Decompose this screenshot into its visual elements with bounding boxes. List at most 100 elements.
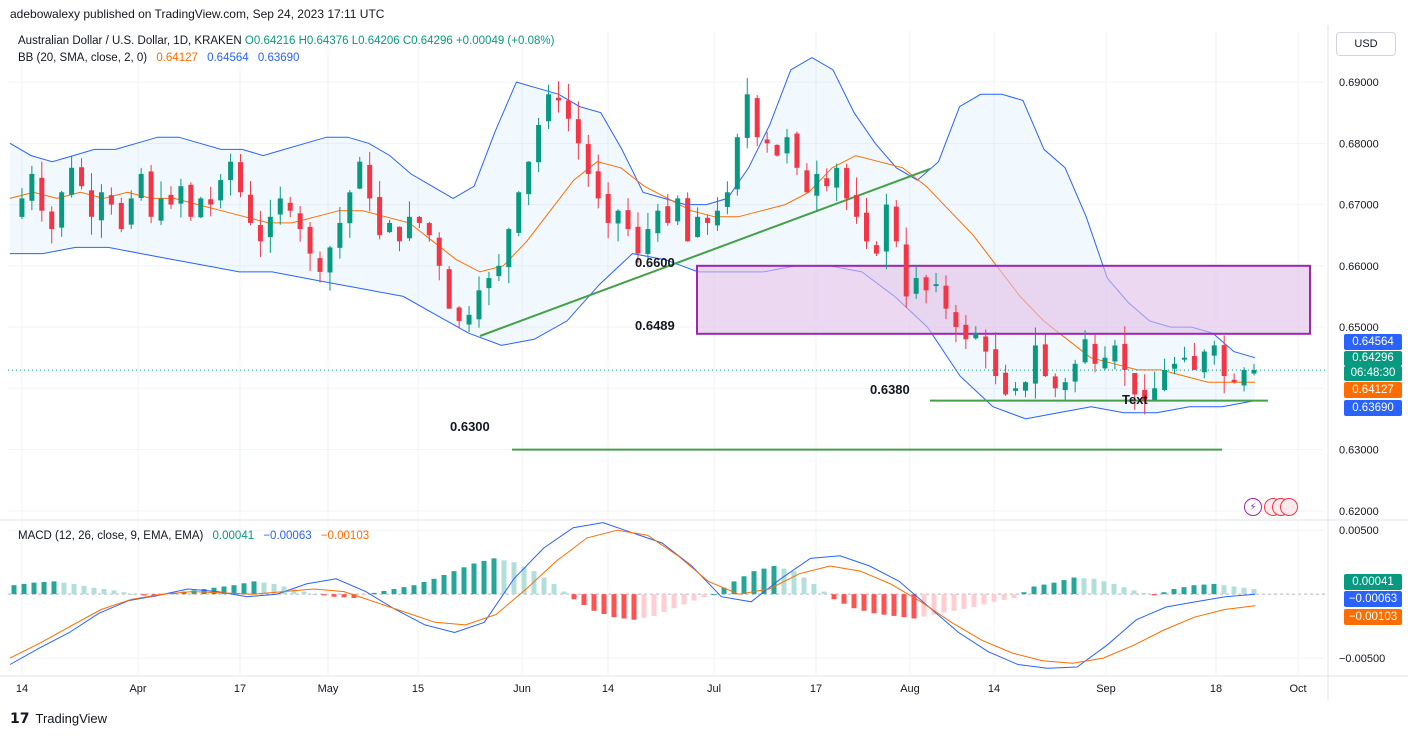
candle-body bbox=[645, 229, 651, 255]
tradingview-footer[interactable]: 𝟭𝟳 TradingView bbox=[10, 710, 107, 727]
candle-body bbox=[1211, 345, 1217, 356]
candle-body bbox=[416, 216, 422, 223]
supply-zone-rectangle bbox=[696, 264, 1311, 335]
level-label-6489: 0.6489 bbox=[635, 318, 675, 333]
candle-body bbox=[307, 226, 313, 254]
candle-body bbox=[546, 94, 552, 122]
macd-histogram-bar bbox=[741, 576, 747, 595]
candle-body bbox=[208, 199, 214, 205]
candle-body bbox=[754, 98, 760, 138]
macd-histogram-bar bbox=[1161, 592, 1167, 595]
time-axis-label: 17 bbox=[810, 683, 822, 695]
macd-histogram-bar bbox=[711, 594, 717, 596]
bb-upper-tag: 0.64564 bbox=[1344, 334, 1402, 350]
symbol-legend[interactable]: Australian Dollar / U.S. Dollar, 1D, KRA… bbox=[18, 35, 554, 47]
ohlc-open: O0.64216 bbox=[244, 35, 296, 47]
macd-histogram-bar bbox=[861, 594, 867, 611]
candle-body bbox=[625, 210, 631, 230]
candle-body bbox=[476, 290, 482, 320]
candle-body bbox=[923, 277, 929, 291]
macd-histogram-bar bbox=[911, 594, 917, 619]
ohlc-change: +0.00049 (+0.08%) bbox=[455, 35, 555, 47]
candle-body bbox=[1082, 339, 1088, 363]
macd-histogram-bar bbox=[11, 585, 17, 595]
macd-histogram-bar bbox=[521, 566, 527, 595]
lightning-icon[interactable]: ⚡ bbox=[1244, 498, 1262, 516]
macd-histogram-bar bbox=[451, 571, 457, 595]
time-axis-label: Oct bbox=[1289, 683, 1306, 695]
candle-body bbox=[387, 222, 393, 233]
time-axis-label: 18 bbox=[1210, 683, 1222, 695]
candle-body bbox=[486, 278, 492, 289]
candle-body bbox=[714, 210, 720, 226]
candle-body bbox=[377, 196, 383, 236]
macd-histogram-bar bbox=[261, 582, 267, 595]
macd-histogram-bar bbox=[431, 578, 437, 595]
macd-histogram-bar bbox=[311, 594, 317, 596]
macd-histogram-bar bbox=[941, 594, 947, 613]
macd-legend[interactable]: MACD (12, 26, close, 9, EMA, EMA) 0.0004… bbox=[18, 530, 375, 542]
candle-body bbox=[397, 226, 403, 242]
macd-histogram-bar bbox=[891, 594, 897, 616]
candle-body bbox=[675, 198, 681, 222]
us-flag-event-icon-3[interactable] bbox=[1280, 498, 1298, 516]
time-axis-label: Jun bbox=[513, 683, 531, 695]
macd-histogram-bar bbox=[881, 594, 887, 615]
macd-histogram-bar bbox=[751, 571, 757, 595]
candle-body bbox=[1191, 356, 1197, 370]
signal-line bbox=[9, 529, 1256, 664]
macd-histogram-bar bbox=[191, 590, 197, 595]
candle-body bbox=[794, 133, 800, 168]
macd-histogram-bar bbox=[951, 594, 957, 611]
macd-histogram-bar bbox=[1021, 592, 1027, 595]
candle-body bbox=[1142, 389, 1148, 401]
macd-histogram-bar bbox=[571, 594, 577, 600]
macd-histogram-bar bbox=[981, 594, 987, 605]
currency-button[interactable]: USD bbox=[1336, 32, 1396, 56]
macd-histogram-bar bbox=[1241, 587, 1247, 595]
candle-body bbox=[913, 278, 919, 294]
candle-body bbox=[883, 204, 889, 252]
candle-body bbox=[744, 94, 750, 138]
macd-histogram-bar bbox=[731, 581, 737, 595]
price-axis-label: 0.62000 bbox=[1339, 506, 1379, 518]
candle-body bbox=[555, 97, 561, 101]
macd-histogram-bar bbox=[411, 585, 417, 595]
candle-body bbox=[257, 225, 263, 242]
candle-body bbox=[1221, 345, 1227, 377]
candle-body bbox=[1241, 369, 1247, 386]
macd-line-value: −0.00063 bbox=[263, 530, 312, 542]
candle-body bbox=[734, 137, 740, 190]
candle-body bbox=[595, 171, 601, 199]
candle-body bbox=[277, 198, 283, 215]
tradingview-logo-icon: 𝟭𝟳 bbox=[10, 710, 30, 726]
price-axis-label: 0.67000 bbox=[1339, 200, 1379, 212]
candle-body bbox=[893, 206, 899, 242]
macd-histogram-bar bbox=[961, 594, 967, 609]
macd-histogram-bar bbox=[1101, 581, 1107, 595]
candle-body bbox=[536, 124, 542, 163]
candle-body bbox=[1013, 388, 1019, 391]
candle-body bbox=[506, 229, 512, 268]
candle-body bbox=[39, 177, 45, 211]
macd-histogram-bar bbox=[851, 594, 857, 609]
candle-body bbox=[993, 349, 999, 377]
candle-body bbox=[516, 192, 522, 233]
macd-histogram-bar bbox=[1081, 578, 1087, 595]
macd-histogram-bar bbox=[291, 589, 297, 595]
time-axis-label: Jul bbox=[707, 683, 721, 695]
level-label-6380: 0.6380 bbox=[870, 382, 910, 397]
bb-legend[interactable]: BB (20, SMA, close, 2, 0) 0.64127 0.6456… bbox=[18, 52, 305, 64]
candle-body bbox=[665, 206, 671, 223]
candle-body bbox=[953, 312, 959, 328]
candle-body bbox=[198, 198, 204, 218]
price-axis-label: 0.69000 bbox=[1339, 77, 1379, 89]
macd-histogram-bar bbox=[71, 583, 77, 595]
macd-histogram-bar bbox=[281, 586, 287, 595]
macd-histogram-bar bbox=[1211, 583, 1217, 595]
candle-body bbox=[218, 180, 224, 201]
candle-body bbox=[695, 216, 701, 238]
bb-upper-line bbox=[9, 57, 1256, 359]
candle-body bbox=[724, 192, 730, 207]
